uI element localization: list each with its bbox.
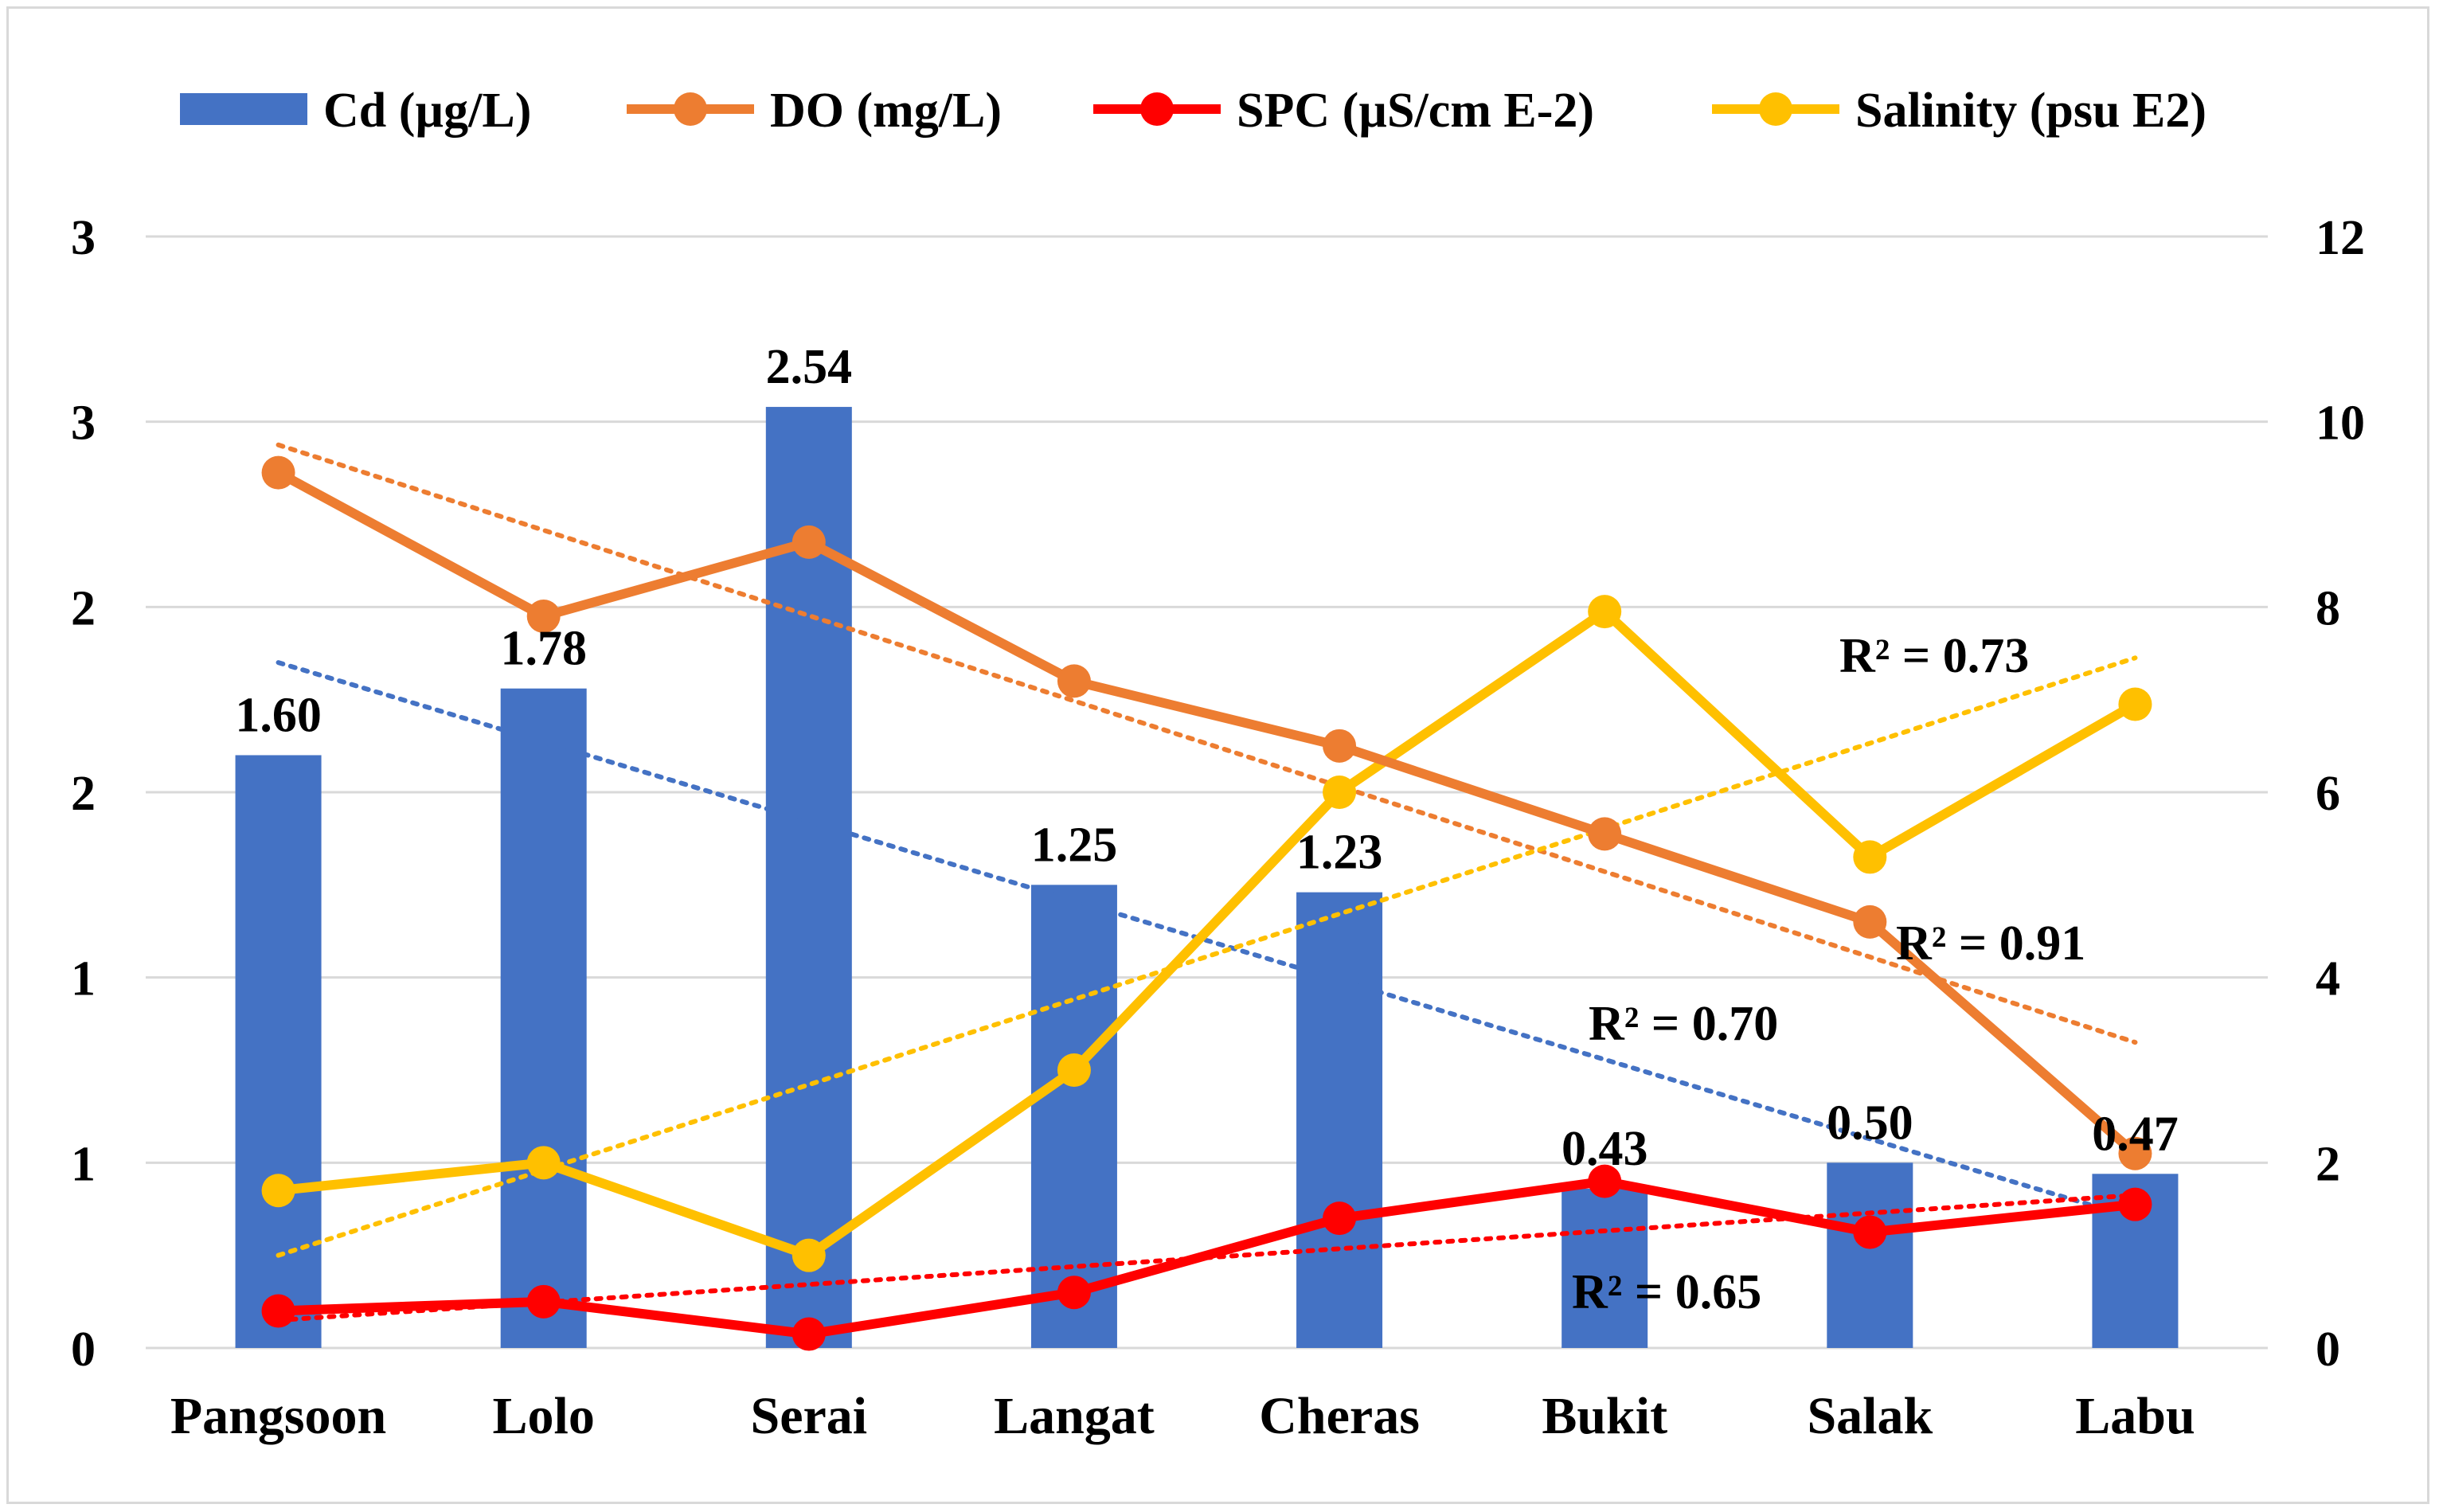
point-spc-s-cm-e-2-lolo — [526, 1284, 561, 1319]
right-tick-label: 10 — [2316, 397, 2365, 451]
point-do-mg-l-cheras — [1323, 729, 1357, 763]
legend-item-salinity-psu-e2: Salinity (psu E2) — [1712, 84, 2206, 138]
right-tick-label: 8 — [2316, 581, 2340, 635]
left-tick-label: 1 — [71, 952, 96, 1006]
legend-item-cd-g-l: Cd (µg/L) — [180, 84, 531, 138]
r2-label-salinity-psu-e2: R² = 0.73 — [1839, 629, 2029, 683]
point-spc-s-cm-e-2-langat — [1057, 1276, 1091, 1310]
category-label-lolo: Lolo — [493, 1387, 595, 1445]
right-tick-label: 4 — [2316, 952, 2340, 1006]
legend-label: Salinity (psu E2) — [1855, 84, 2206, 138]
trendline-cd-g-l — [276, 660, 2138, 1221]
left-tick-label: 2 — [71, 767, 96, 821]
category-label-serai: Serai — [750, 1387, 867, 1445]
point-do-mg-l-salak — [1853, 904, 1887, 939]
category-label-salak: Salak — [1807, 1387, 1933, 1445]
cd-bar-pangsoon — [235, 755, 322, 1348]
point-do-mg-l-lolo — [526, 599, 561, 633]
point-spc-s-cm-e-2-salak — [1853, 1215, 1887, 1249]
right-tick-label: 6 — [2316, 767, 2340, 821]
point-do-mg-l-serai — [792, 525, 826, 559]
bar-data-labels: 1.60 1.78 2.54 1.25 1.23 0.43 0.50 0.47 — [235, 340, 2178, 1176]
point-do-mg-l-pangsoon — [261, 455, 295, 490]
left-tick-label: 3 — [71, 211, 96, 265]
right-tick-label: 12 — [2316, 211, 2365, 265]
legend-label: Cd (µg/L) — [323, 84, 531, 138]
right-tick-label: 2 — [2316, 1137, 2340, 1191]
trendline-salinity-psu-e2 — [276, 655, 2138, 1258]
legend-marker — [674, 92, 707, 126]
cd-value-label-labu: 0.47 — [2092, 1107, 2179, 1161]
line-do-mg-l — [276, 468, 2139, 1158]
line-spc-s-cm-e-2 — [278, 1176, 2136, 1339]
cd-bar-salak — [1827, 1162, 1913, 1348]
cd-value-label-lolo: 1.78 — [500, 622, 587, 676]
left-tick-label: 2 — [71, 581, 96, 635]
cd-value-label-bukit: 0.43 — [1562, 1122, 1648, 1176]
category-label-cheras: Cheras — [1259, 1387, 1420, 1445]
point-spc-s-cm-e-2-labu — [2118, 1187, 2152, 1221]
line-salinity-psu-e2 — [277, 607, 2138, 1260]
gridlines — [146, 235, 2268, 1350]
legend: Cd (µg/L) DO (mg/L) SPC (µS/cm E-2) Salinit… — [180, 84, 2206, 138]
point-salinity-psu-e2-salak — [1853, 840, 1887, 874]
legend-item-spc-s-cm-e-2: SPC (µS/cm E-2) — [1093, 84, 1594, 138]
category-label-pangsoon: Pangsoon — [170, 1387, 386, 1445]
left-tick-label: 1 — [71, 1137, 96, 1191]
r2-label-do-mg-l: R² = 0.91 — [1896, 916, 2085, 971]
point-salinity-psu-e2-labu — [2118, 687, 2152, 721]
point-salinity-psu-e2-serai — [792, 1238, 826, 1272]
point-spc-s-cm-e-2-bukit — [1588, 1164, 1622, 1198]
cd-value-label-langat: 1.25 — [1031, 818, 1118, 872]
category-axis: Pangsoon Lolo Serai Langat Cheras Bukit Salak L… — [170, 1387, 2195, 1445]
point-salinity-psu-e2-lolo — [526, 1146, 561, 1180]
point-do-mg-l-labu — [2118, 1136, 2152, 1170]
category-label-bukit: Bukit — [1542, 1387, 1667, 1445]
cd-bar-cheras — [1296, 892, 1383, 1348]
r-squared-labels: R² = 0.70 R² = 0.91 R² = 0.65 R² = 0.73 — [1572, 629, 2085, 1319]
legend-marker — [1140, 92, 1174, 126]
point-salinity-psu-e2-langat — [1057, 1053, 1091, 1087]
category-label-labu: Labu — [2075, 1387, 2195, 1445]
r2-label-spc-s-cm-e-2: R² = 0.65 — [1572, 1265, 1761, 1319]
cd-bar-serai — [765, 407, 852, 1348]
point-do-mg-l-bukit — [1588, 817, 1622, 851]
point-salinity-psu-e2-cheras — [1323, 776, 1357, 809]
trendline-do-mg-l — [276, 442, 2138, 1045]
r2-label-cd-g-l: R² = 0.70 — [1589, 997, 1778, 1051]
left-tick-label: 0 — [71, 1323, 96, 1377]
right-axis: 0 2 4 6 8 10 12 — [2316, 211, 2365, 1377]
point-spc-s-cm-e-2-pangsoon — [261, 1294, 295, 1328]
cd-value-label-pangsoon: 1.60 — [235, 688, 322, 742]
right-tick-label: 0 — [2316, 1323, 2340, 1377]
cd-bars — [235, 407, 2179, 1348]
category-label-langat: Langat — [994, 1387, 1155, 1445]
cd-bar-lolo — [500, 688, 587, 1348]
legend-swatch — [180, 93, 307, 125]
legend-marker — [1759, 92, 1792, 126]
point-spc-s-cm-e-2-serai — [792, 1317, 826, 1351]
point-spc-s-cm-e-2-cheras — [1323, 1201, 1357, 1236]
legend-label: SPC (µS/cm E-2) — [1237, 84, 1594, 138]
cd-value-label-cheras: 1.23 — [1296, 826, 1383, 880]
point-do-mg-l-langat — [1057, 664, 1091, 698]
cd-value-label-salak: 0.50 — [1827, 1096, 1913, 1150]
point-salinity-psu-e2-bukit — [1588, 595, 1622, 629]
left-axis: 0 1 1 2 2 3 3 — [71, 211, 96, 1377]
point-salinity-psu-e2-pangsoon — [261, 1174, 295, 1208]
cd-bar-bukit — [1562, 1188, 1648, 1348]
legend-item-do-mg-l: DO (mg/L) — [627, 84, 1002, 138]
left-tick-label: 3 — [71, 397, 96, 451]
series-lines — [261, 455, 2152, 1351]
cd-value-label-serai: 2.54 — [766, 340, 853, 394]
legend-label: DO (mg/L) — [770, 84, 1002, 138]
